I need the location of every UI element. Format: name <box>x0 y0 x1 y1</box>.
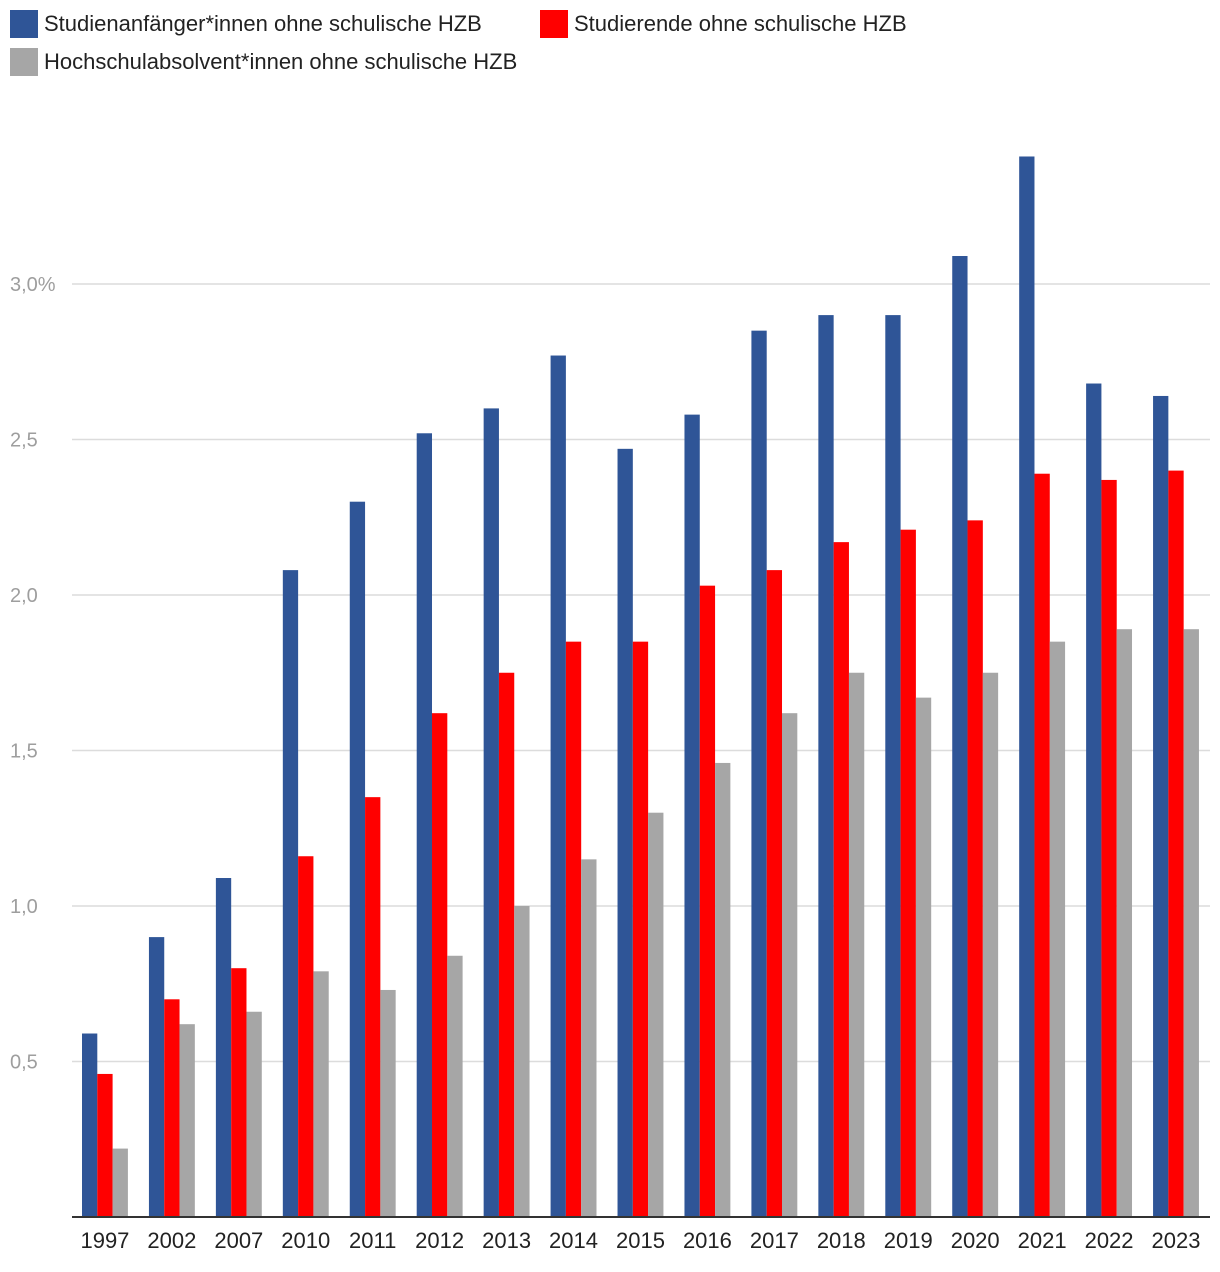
bar-series-2 <box>298 856 314 1217</box>
bar-series-3 <box>982 672 999 1217</box>
bar-series-1 <box>1153 395 1169 1218</box>
legend-label-series-2: Studierende ohne schulische HZB <box>574 11 907 36</box>
bar-series-3 <box>915 697 932 1217</box>
bar-series-3 <box>112 1148 128 1217</box>
bar-series-3 <box>313 971 329 1217</box>
bar-series-3 <box>648 812 664 1217</box>
x-tick-label: 2023 <box>1152 1228 1201 1253</box>
y-tick-label: 2,0 <box>10 585 38 607</box>
bar-series-3 <box>1049 641 1066 1217</box>
bar-series-3 <box>715 762 731 1217</box>
x-tick-label: 2020 <box>951 1228 1000 1253</box>
bar-series-1 <box>550 355 566 1217</box>
x-tick-label: 2019 <box>884 1228 933 1253</box>
x-tick-label: 2016 <box>683 1228 732 1253</box>
x-tick-label: 2017 <box>750 1228 799 1253</box>
bar-series-1 <box>282 570 299 1217</box>
bar-series-2 <box>498 672 515 1217</box>
y-tick-label: 2,5 <box>10 430 38 452</box>
bar-series-2 <box>365 797 381 1217</box>
bar-series-3 <box>179 1024 195 1217</box>
bar-series-1 <box>885 315 901 1218</box>
bar-series-1 <box>416 433 433 1217</box>
bar-series-2 <box>164 999 180 1217</box>
bar-series-2 <box>565 641 582 1217</box>
legend-item-series-3: Hochschulabsolvent*innen ohne schulische… <box>10 48 517 76</box>
x-tick-label: 2007 <box>214 1228 263 1253</box>
bar-series-3 <box>1116 629 1133 1217</box>
x-tick-label: 2010 <box>281 1228 330 1253</box>
bar-series-2 <box>900 529 916 1217</box>
bar-series-3 <box>380 989 396 1217</box>
bar-series-1 <box>751 330 767 1217</box>
legend-label-series-3: Hochschulabsolvent*innen ohne schulische… <box>44 49 518 74</box>
bar-series-2 <box>1101 479 1117 1217</box>
legend-item-series-1: Studienanfänger*innen ohne schulische HZ… <box>10 10 482 38</box>
x-tick-label: 2013 <box>482 1228 531 1253</box>
y-tick-label: 0,5 <box>10 1052 38 1074</box>
y-tick-label: 3,0% <box>10 274 56 296</box>
x-tick-label: 1997 <box>80 1228 129 1253</box>
bar-series-3 <box>514 906 530 1217</box>
x-tick-label: 2018 <box>817 1228 866 1253</box>
bar-series-2 <box>766 570 783 1217</box>
x-tick-label: 2012 <box>415 1228 464 1253</box>
x-tick-label: 2022 <box>1085 1228 1134 1253</box>
bar-series-1 <box>1019 156 1035 1218</box>
bar-series-3 <box>246 1011 262 1217</box>
bar-series-2 <box>699 585 716 1217</box>
x-tick-label: 2014 <box>549 1228 598 1253</box>
bar-series-2 <box>632 641 649 1217</box>
bar-series-1 <box>148 937 165 1217</box>
bar-series-1 <box>483 408 499 1217</box>
bar-series-2 <box>1034 473 1050 1218</box>
bar-series-1 <box>617 448 633 1218</box>
legend-swatch-series-1 <box>10 10 38 38</box>
bar-series-3 <box>848 672 865 1217</box>
x-tick-label: 2015 <box>616 1228 665 1253</box>
bar-series-2 <box>833 542 849 1217</box>
bar-series-3 <box>1183 629 1199 1217</box>
y-tick-label: 1,0 <box>10 896 38 918</box>
bar-series-1 <box>215 878 232 1217</box>
bar-series-2 <box>432 713 448 1217</box>
bar-series-1 <box>952 256 968 1217</box>
x-tick-label: 2002 <box>147 1228 196 1253</box>
bar-series-2 <box>97 1073 113 1217</box>
legend-swatch-series-2 <box>540 10 568 38</box>
bar-series-2 <box>231 968 247 1217</box>
bar-series-3 <box>782 713 798 1217</box>
x-tick-label: 2011 <box>349 1228 396 1253</box>
legend-item-series-2: Studierende ohne schulische HZB <box>540 10 907 38</box>
bar-series-1 <box>1086 383 1102 1217</box>
legend-label-series-1: Studienanfänger*innen ohne schulische HZ… <box>44 11 482 36</box>
bar-series-2 <box>967 520 983 1217</box>
x-tick-label: 2021 <box>1018 1228 1067 1253</box>
bar-series-1 <box>684 414 700 1217</box>
bar-series-1 <box>82 1033 98 1217</box>
legend-swatch-series-3 <box>10 48 38 76</box>
y-tick-label: 1,5 <box>10 741 38 763</box>
bar-series-1 <box>349 501 366 1217</box>
bar-series-1 <box>818 315 834 1218</box>
bar-series-2 <box>1168 470 1184 1218</box>
bar-series-3 <box>447 955 463 1217</box>
bar-series-3 <box>581 859 597 1217</box>
